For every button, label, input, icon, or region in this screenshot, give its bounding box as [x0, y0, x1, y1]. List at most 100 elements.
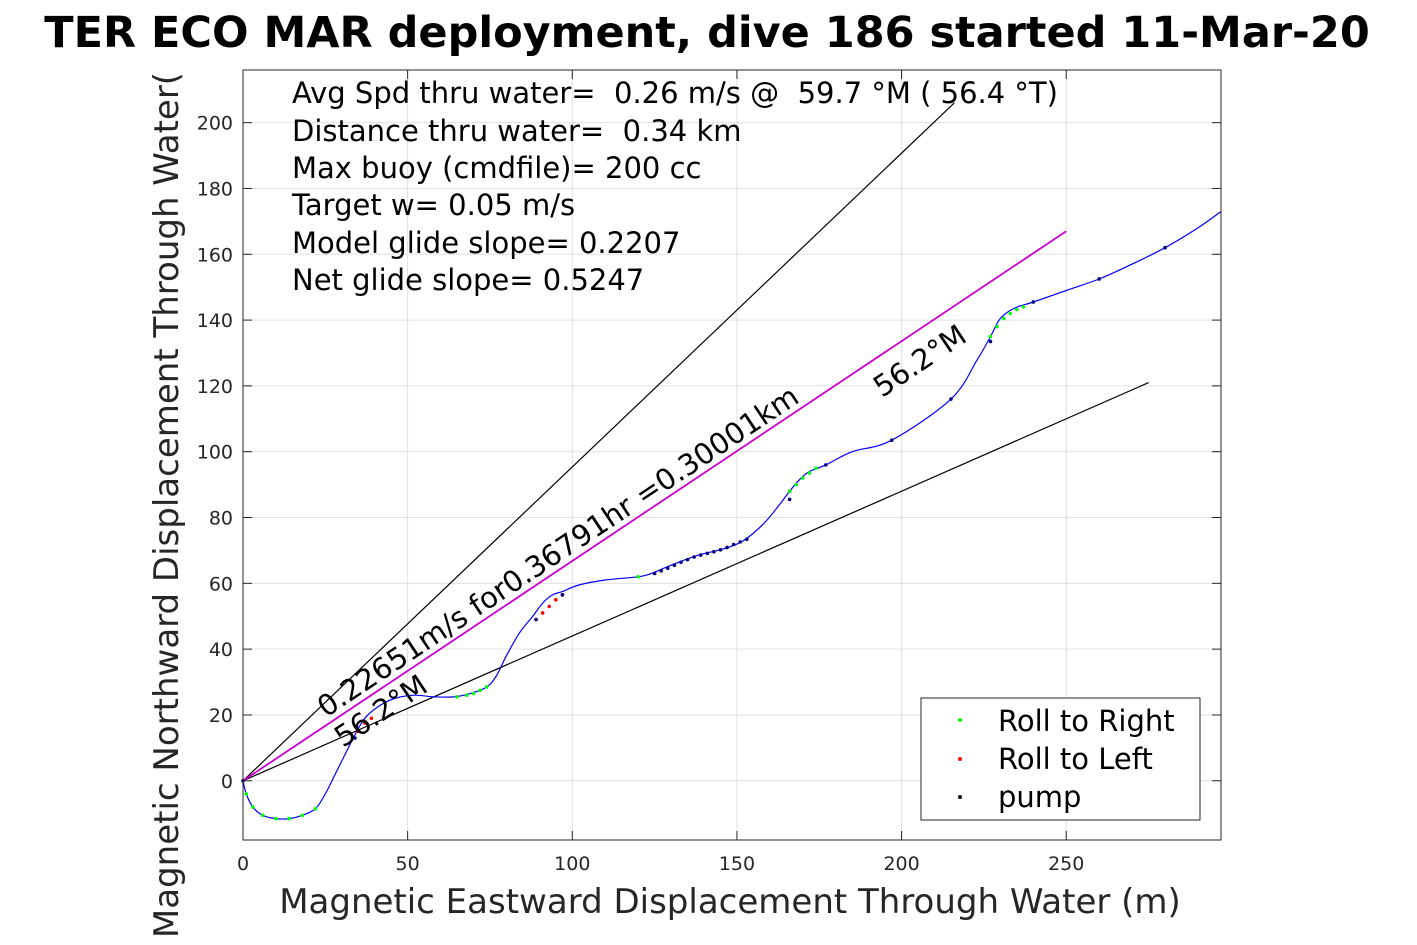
y-tick-label: 40 — [209, 639, 233, 661]
y-tick-label: 180 — [197, 178, 233, 200]
marker-roll-to-right — [800, 476, 805, 480]
x-tick-label: 250 — [1048, 853, 1084, 875]
marker-roll-to-right — [1001, 316, 1006, 321]
x-tick-label: 100 — [554, 853, 590, 875]
marker-roll-to-right — [260, 813, 265, 818]
marker-roll-to-left — [369, 716, 374, 721]
y-tick-label: 120 — [197, 376, 233, 398]
marker-roll-to-right — [274, 816, 278, 821]
marker-pump — [1163, 245, 1167, 250]
marker-pump — [889, 438, 894, 442]
x-tick-label: 200 — [883, 853, 919, 875]
y-tick-label: 200 — [197, 113, 233, 135]
stat-max-buoy: Max buoy (cmdfile)= 200 cc — [292, 151, 701, 185]
legend-label-roll-left: Roll to Left — [998, 742, 1153, 776]
stat-model-glide-slope: Model glide slope= 0.2207 — [292, 226, 680, 260]
stat-net-glide-slope: Net glide slope= 0.5247 — [292, 263, 644, 297]
y-tick-label: 140 — [197, 310, 233, 332]
y-tick-label: 20 — [209, 705, 233, 727]
marker-pump — [787, 497, 792, 502]
legend-marker-pump — [958, 795, 962, 799]
marker-roll-to-right — [787, 489, 792, 493]
chart-title: TER ECO MAR deployment, dive 186 started… — [44, 8, 1370, 58]
legend: Roll to Right Roll to Left pump — [920, 697, 1201, 821]
x-tick-label: 150 — [719, 853, 755, 875]
marker-roll-to-right — [814, 466, 818, 470]
stat-distance: Distance thru water= 0.34 km — [292, 114, 742, 148]
marker-roll-to-left — [363, 721, 367, 725]
marker-roll-to-right — [287, 816, 291, 821]
grid — [242, 70, 1221, 840]
marker-roll-to-left — [547, 604, 552, 609]
marker-pump — [1097, 277, 1101, 281]
axis-ticks: 0 50 100 150 200 250 0 20 40 60 80 100 120 140 160 180 2… — [197, 70, 1221, 875]
marker-pump — [672, 563, 677, 568]
marker-pump — [824, 463, 828, 467]
stats-block: Avg Spd thru water= 0.26 m/s @ 59.7 °M (… — [291, 76, 1058, 297]
y-tick-label: 60 — [209, 573, 233, 595]
legend-label-roll-right: Roll to Right — [998, 704, 1175, 738]
y-tick-label: 100 — [197, 442, 233, 464]
marker-pump — [534, 617, 538, 622]
upper-bound-line — [242, 102, 955, 782]
legend-marker-roll-right — [958, 718, 962, 722]
event-markers — [241, 245, 1167, 821]
heading-annotation-end: 56.2°M — [867, 318, 972, 404]
marker-roll-to-right — [484, 685, 489, 689]
x-axis-label: Magnetic Eastward Displacement Through W… — [279, 882, 1181, 922]
marker-pump — [745, 537, 749, 542]
marker-roll-to-right — [995, 324, 999, 329]
marker-pump — [560, 593, 565, 597]
along-track-annotation: 0.22651m/s for0.36791hr =0.30001km — [311, 379, 805, 724]
marker-roll-to-right — [988, 334, 993, 339]
marker-pump — [652, 571, 657, 576]
marker-pump — [731, 542, 736, 547]
marker-roll-to-left — [554, 597, 558, 602]
marker-pump — [712, 549, 716, 554]
marker-roll-to-right — [455, 695, 459, 699]
marker-roll-to-right — [1021, 305, 1026, 309]
y-tick-label: 0 — [221, 771, 233, 793]
marker-roll-to-right — [478, 688, 482, 693]
marker-pump — [718, 547, 723, 552]
marker-roll-to-right — [807, 471, 812, 475]
marker-roll-to-right — [794, 482, 799, 487]
marker-roll-to-right — [636, 574, 640, 579]
y-axis-label: Magnetic Northward Displacement Through … — [147, 72, 187, 938]
marker-roll-to-left — [540, 611, 545, 615]
marker-pump — [705, 551, 710, 556]
marker-pump — [988, 339, 993, 344]
marker-roll-to-right — [313, 806, 318, 811]
course-line — [242, 230, 1067, 782]
marker-roll-to-right — [300, 813, 305, 818]
marker-roll-to-right — [471, 691, 476, 696]
legend-marker-roll-left — [958, 757, 962, 761]
marker-pump — [685, 557, 690, 562]
plot-area-frame — [242, 69, 1222, 841]
stat-target-w: Target w= 0.05 m/s — [291, 188, 575, 222]
marker-roll-to-right — [1008, 311, 1013, 316]
y-tick-label: 80 — [209, 508, 233, 530]
marker-roll-to-right — [1015, 307, 1019, 312]
y-tick-label: 160 — [197, 244, 233, 266]
marker-roll-to-right — [251, 805, 255, 809]
marker-pump — [725, 545, 729, 550]
marker-pump — [679, 560, 683, 565]
x-tick-label: 0 — [237, 853, 249, 875]
marker-pump — [692, 555, 696, 559]
legend-label-pump: pump — [998, 780, 1081, 814]
marker-pump — [949, 397, 953, 401]
marker-pump — [353, 736, 357, 740]
marker-pump — [659, 569, 664, 573]
legend-box — [920, 697, 1201, 821]
reference-lines — [242, 102, 1149, 782]
x-tick-label: 50 — [396, 853, 420, 875]
lower-bound-line — [242, 382, 1149, 782]
marker-roll-to-right — [465, 693, 469, 698]
marker-pump — [698, 553, 703, 557]
marker-pump — [665, 566, 670, 570]
marker-pump — [738, 540, 743, 544]
stat-avg-speed: Avg Spd thru water= 0.26 m/s @ 59.7 °M (… — [292, 76, 1058, 110]
marker-roll-to-left — [356, 729, 361, 734]
